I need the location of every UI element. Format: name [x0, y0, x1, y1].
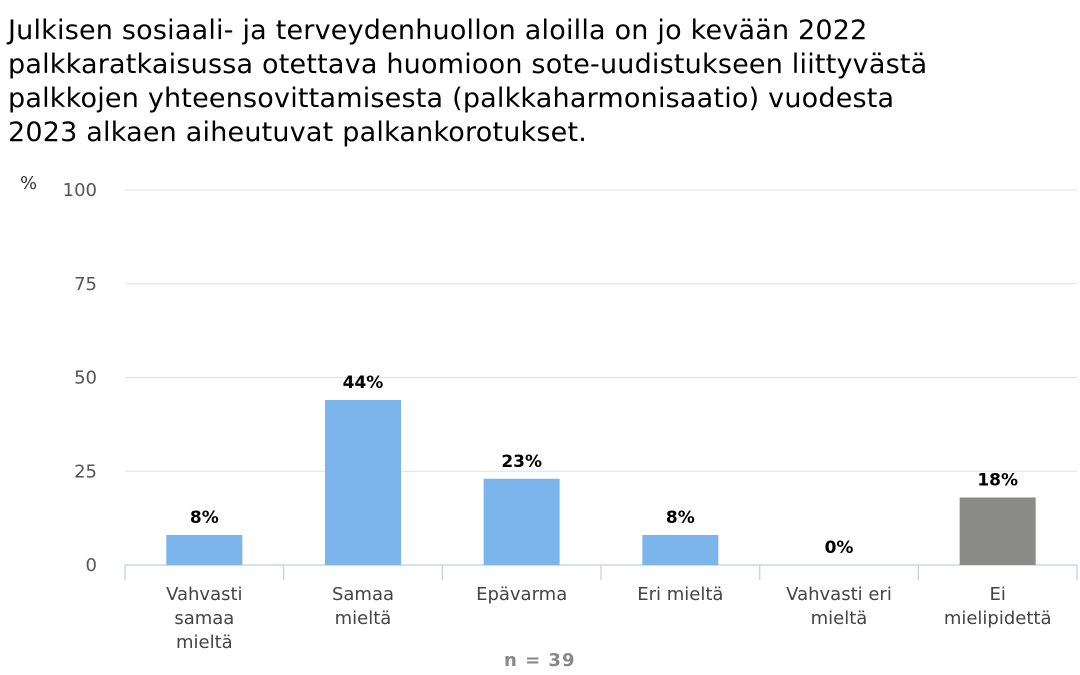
bar — [642, 535, 719, 565]
x-tick-label: Eri mieltä — [637, 584, 723, 605]
x-tick-label: Vahvasti — [166, 584, 242, 605]
y-tick-label: 75 — [74, 274, 97, 295]
bar — [325, 400, 401, 565]
x-tick-label: Ei — [989, 584, 1005, 605]
sample-size-label: n = 39 — [504, 650, 576, 671]
data-label: 0% — [825, 538, 854, 558]
x-tick-label: mieltä — [335, 608, 392, 629]
data-label: 8% — [666, 508, 695, 528]
y-tick-label: 25 — [74, 461, 97, 482]
y-tick-label: 50 — [74, 368, 97, 389]
bar — [959, 497, 1036, 565]
y-tick-label: 0 — [86, 555, 97, 576]
data-label: 44% — [343, 373, 384, 393]
data-label: 23% — [501, 452, 542, 472]
x-tick-label: Samaa — [332, 584, 394, 605]
data-label: 18% — [977, 471, 1018, 491]
y-axis-unit-label: % — [20, 173, 38, 194]
y-tick-label: 100 — [63, 180, 97, 201]
x-tick-label: Vahvasti eri — [786, 584, 892, 605]
x-tick-label: mieltä — [176, 632, 233, 653]
x-tick-label: samaa — [174, 608, 234, 629]
data-label: 8% — [190, 508, 219, 528]
x-tick-label: mieltä — [811, 608, 868, 629]
x-tick-label: mielipidettä — [944, 608, 1052, 629]
x-tick-label: Epävarma — [476, 584, 567, 605]
bar — [166, 535, 243, 565]
chart-title: Julkisen sosiaali- ja terveydenhuollon a… — [8, 15, 928, 148]
bar — [483, 478, 560, 565]
